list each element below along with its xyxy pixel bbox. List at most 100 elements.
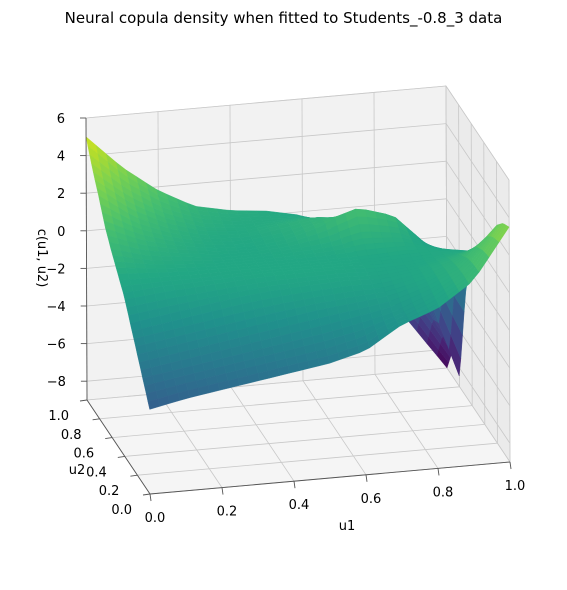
- surface-patch: [155, 267, 169, 273]
- surface-patch: [344, 268, 358, 274]
- surface-patch: [154, 264, 167, 269]
- floor-grid-line: [99, 386, 460, 420]
- side-grid-line: [445, 85, 510, 181]
- surface-patch: [172, 260, 185, 265]
- surface-patch: [364, 267, 378, 273]
- surface-patch: [237, 213, 251, 218]
- surface-patch: [218, 234, 231, 239]
- y-tick-mark: [79, 399, 88, 402]
- surface-patch: [137, 272, 150, 279]
- surface-patch: [228, 234, 241, 239]
- surface-patch: [211, 241, 225, 246]
- surface-patch: [370, 231, 383, 239]
- surface-patch: [236, 210, 249, 215]
- surface-patch: [164, 263, 177, 269]
- surface-patch: [372, 237, 385, 244]
- surface-patch: [175, 267, 189, 273]
- surface: [85, 136, 510, 410]
- surface-patch: [182, 260, 195, 265]
- surface-patch: [368, 275, 381, 280]
- floor-grid-line: [446, 367, 511, 463]
- z-tick-label: −6: [47, 338, 66, 353]
- back-grid-line: [86, 123, 447, 156]
- surface-patch: [127, 273, 140, 280]
- x-tick-mark: [293, 481, 296, 489]
- y-tick-label: 0.6: [74, 447, 95, 462]
- surface-patch: [348, 276, 361, 281]
- z-tick-label: −4: [47, 300, 66, 315]
- x-tick-label: 0.2: [217, 505, 238, 520]
- z-tick-label: 4: [57, 150, 65, 165]
- floor-grid-line: [124, 424, 485, 457]
- surface-patch: [366, 271, 379, 277]
- surface-patch: [202, 260, 215, 264]
- surface-patch: [210, 257, 224, 261]
- z-axis-label: c(u1, u2): [34, 229, 49, 288]
- surface-patch: [216, 230, 229, 236]
- y-tick-label: 0.2: [99, 484, 120, 499]
- x-tick-label: 1.0: [505, 479, 526, 494]
- side-grid-line: [495, 161, 498, 444]
- surface-patch: [256, 210, 269, 215]
- surface-patch: [192, 260, 205, 265]
- surface-patch: [358, 224, 372, 233]
- y-tick-mark: [92, 418, 100, 421]
- axes: [79, 117, 512, 502]
- y-tick-mark: [142, 493, 151, 496]
- z-tick-label: 2: [57, 187, 65, 202]
- surface-patch: [360, 231, 373, 239]
- surface-patch: [231, 220, 244, 225]
- x-tick-mark: [221, 487, 224, 495]
- y-tick-label: 0.0: [111, 503, 132, 518]
- y-tick-mark: [105, 437, 113, 440]
- surface-patch: [226, 230, 239, 235]
- floor-grid-line: [158, 393, 223, 488]
- surface-patch: [346, 272, 359, 277]
- z-tick-label: −8: [47, 375, 66, 390]
- floor-grid-line: [137, 442, 498, 476]
- z-tick-label: −2: [46, 262, 65, 277]
- x-tick-mark: [149, 493, 152, 502]
- tick-labels: 0.0 0.2 0.4 0.6 0.8 1.0 0.0 0.2 0.4 0.6 0.8 1.0 6 4 2 0…: [46, 112, 525, 526]
- surface-patch: [352, 265, 366, 270]
- surface-patch: [349, 279, 363, 286]
- floor-grid-line: [302, 380, 367, 476]
- surface-patch: [358, 275, 371, 281]
- y-axis-line: [86, 399, 151, 495]
- surface-patch: [354, 268, 368, 273]
- x-axis-line: [149, 461, 511, 495]
- x-tick-label: 0.6: [361, 492, 382, 507]
- x-tick-mark: [365, 474, 368, 482]
- y-tick-mark: [130, 474, 138, 477]
- x-tick-mark: [509, 461, 512, 470]
- y-tick-mark: [117, 455, 125, 458]
- surface-patch: [229, 217, 242, 222]
- side-grid-line: [483, 142, 486, 425]
- surface-patch: [165, 267, 179, 273]
- surface-patch: [220, 237, 233, 242]
- surface-patch: [356, 271, 369, 277]
- y-tick-label: 0.4: [86, 465, 107, 480]
- floor-grid-line: [374, 374, 439, 469]
- x-tick-label: 0.4: [289, 498, 310, 513]
- floor-grid-line: [112, 405, 473, 438]
- surface-patch: [497, 225, 510, 243]
- x-tick-label: 0.0: [145, 511, 166, 526]
- surface-patch: [117, 273, 130, 281]
- surface-patch: [208, 234, 221, 239]
- y-tick-label: 1.0: [48, 409, 69, 424]
- y-axis-label: u2: [69, 463, 86, 478]
- x-tick-mark: [437, 468, 440, 476]
- surface-patch: [147, 272, 160, 279]
- x-tick-label: 0.8: [433, 485, 454, 500]
- y-tick-label: 0.8: [61, 428, 82, 443]
- surface-patch: [362, 237, 375, 245]
- surface-patch: [174, 263, 187, 269]
- surface-patch: [362, 264, 376, 269]
- z-tick-label: 0: [57, 225, 65, 240]
- surface-patch: [180, 256, 193, 261]
- back-grid-line: [85, 85, 447, 119]
- side-grid-line: [445, 123, 510, 218]
